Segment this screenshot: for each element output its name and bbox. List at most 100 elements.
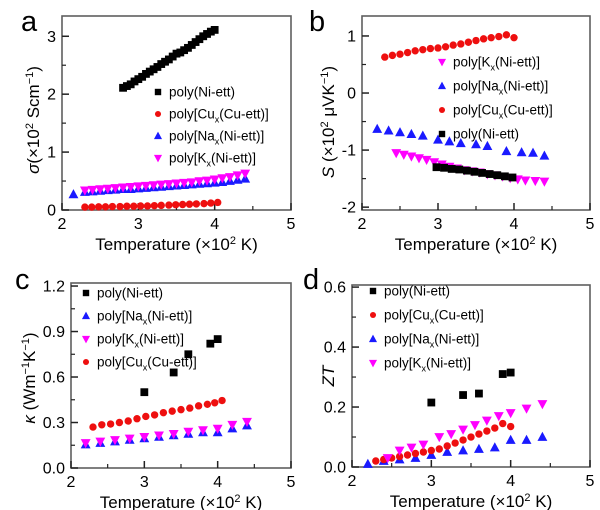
triangle-down-marker bbox=[437, 58, 447, 67]
circle-marker bbox=[395, 452, 404, 461]
panel-d-series-poly-ni-ett bbox=[427, 368, 515, 407]
triangle-down-marker bbox=[505, 409, 516, 419]
y-tick-label: 0.4 bbox=[324, 340, 346, 357]
legend-item-poly-ni-ett: poly(Ni-ett) bbox=[154, 85, 235, 100]
triangle-up-marker bbox=[395, 127, 405, 137]
circle-marker bbox=[459, 436, 467, 444]
panel-d-series-poly-cux-cu-ett bbox=[372, 419, 515, 465]
triangle-up-marker bbox=[406, 128, 417, 138]
x-tick-label: 4 bbox=[506, 473, 515, 490]
panel-d-series-poly-kx-ni-ett bbox=[382, 400, 548, 464]
circle-marker bbox=[89, 423, 97, 431]
triangle-down-marker bbox=[154, 431, 164, 441]
panel-c-series-poly-cux-cu-ett bbox=[89, 396, 226, 431]
triangle-up-marker bbox=[417, 130, 428, 140]
panel-b-series-poly-ni-ett bbox=[432, 163, 517, 182]
legend-item-poly-kx-ni-ett: poly[Kx(Ni-ett)] bbox=[437, 55, 540, 73]
legend-label: poly[Nax(Ni-ett)] bbox=[169, 129, 264, 147]
triangle-up-marker bbox=[368, 334, 378, 343]
circle-marker bbox=[106, 420, 115, 428]
circle-marker bbox=[200, 199, 208, 208]
triangle-up-marker bbox=[68, 189, 79, 199]
legend-label: poly(Ni-ett) bbox=[453, 127, 519, 142]
circle-marker bbox=[475, 430, 483, 438]
triangle-down-marker bbox=[168, 430, 179, 440]
circle-marker bbox=[467, 433, 475, 441]
triangle-down-marker bbox=[202, 176, 212, 186]
y-tick-label: -2 bbox=[342, 200, 356, 217]
triangle-down-marker bbox=[368, 359, 378, 368]
y-tick-label: 1.2 bbox=[43, 279, 65, 296]
triangle-up-marker bbox=[537, 431, 548, 441]
triangle-down-marker bbox=[391, 149, 402, 159]
triangle-up-marker bbox=[153, 131, 163, 140]
legend-label: poly[Kx(Ni-ett)] bbox=[453, 55, 540, 73]
circle-marker bbox=[211, 399, 219, 407]
panel-c-series-poly-nax-ni-ett bbox=[80, 420, 252, 449]
panel-d-x-axis: 2 3 4 5 Temperature (×102 K) bbox=[348, 460, 595, 510]
triangle-down-marker bbox=[124, 434, 135, 444]
panel-c-x-axis: 2 3 4 5 Temperature (×102 K) bbox=[67, 461, 296, 510]
triangle-down-marker bbox=[493, 412, 504, 422]
legend-item-poly-kx-ni-ett: poly[Kx(Ni-ett)] bbox=[368, 356, 471, 374]
x-tick-label: 2 bbox=[348, 473, 357, 490]
circle-marker bbox=[98, 421, 106, 429]
triangle-down-marker bbox=[382, 454, 393, 464]
triangle-down-marker bbox=[394, 446, 405, 456]
square-marker bbox=[213, 335, 222, 344]
circle-marker bbox=[403, 451, 412, 459]
panel-b-legend: poly[Kx(Ni-ett)] poly[Nax(Ni-ett)] poly[Cu… bbox=[437, 55, 553, 142]
legend-item-poly-nax-ni-ett: poly[Nax(Ni-ett)] bbox=[437, 79, 548, 97]
triangle-up-marker bbox=[442, 446, 453, 456]
triangle-down-marker bbox=[398, 150, 409, 160]
square-marker bbox=[447, 165, 456, 173]
circle-marker bbox=[81, 203, 89, 211]
legend-label: poly[Nax(Ni-ett)] bbox=[453, 79, 548, 97]
triangle-up-marker bbox=[433, 134, 443, 144]
triangle-down-marker bbox=[95, 437, 106, 447]
legend-item-poly-cux-cu-ett: poly[Cux(Cu-ett)] bbox=[154, 107, 269, 125]
triangle-up-marker bbox=[455, 137, 466, 148]
legend-item-poly-ni-ett: poly(Ni-ett) bbox=[82, 286, 163, 301]
legend-item-poly-nax-ni-ett: poly[Nax(Ni-ett)] bbox=[153, 129, 264, 147]
circle-marker bbox=[218, 396, 226, 405]
triangle-down-marker bbox=[232, 171, 243, 181]
panel-c-y-axis-title: κ (Wm−1K−1) bbox=[20, 332, 39, 423]
triangle-up-marker bbox=[458, 445, 469, 455]
circle-marker bbox=[510, 33, 518, 42]
circle-marker bbox=[487, 33, 495, 42]
circle-marker bbox=[165, 201, 173, 209]
panel-a-y-axis: 0 1 2 3 σ(×102 Scm−1) bbox=[24, 29, 69, 220]
circle-marker bbox=[133, 415, 141, 423]
x-tick-label: 2 bbox=[58, 216, 67, 233]
triangle-down-marker bbox=[179, 178, 190, 189]
triangle-down-marker bbox=[446, 430, 457, 440]
y-tick-label: 0 bbox=[347, 86, 356, 103]
circle-marker bbox=[168, 407, 176, 415]
triangle-down-marker bbox=[118, 183, 129, 193]
circle-marker bbox=[411, 47, 419, 55]
circle-marker bbox=[435, 445, 443, 453]
circle-marker bbox=[502, 31, 511, 39]
circle-marker bbox=[427, 446, 436, 455]
triangle-down-marker bbox=[521, 404, 532, 414]
panel-c-series-poly-kx-ni-ett bbox=[80, 417, 252, 449]
legend-label: poly[Cux(Cu-ett)] bbox=[384, 308, 484, 326]
x-tick-label: 5 bbox=[586, 216, 595, 233]
y-tick-label: 0.6 bbox=[43, 370, 65, 387]
circle-marker bbox=[88, 203, 96, 211]
triangle-down-marker bbox=[240, 169, 251, 179]
legend-item-poly-cux-cu-ett: poly[Cux(Cu-ett)] bbox=[438, 103, 553, 121]
circle-marker bbox=[403, 48, 412, 57]
circle-marker bbox=[150, 411, 159, 419]
circle-marker bbox=[426, 44, 435, 53]
triangle-down-marker bbox=[217, 174, 228, 184]
triangle-up-marker bbox=[471, 139, 481, 149]
circle-marker bbox=[464, 38, 473, 46]
triangle-down-marker bbox=[520, 176, 531, 186]
legend-label: poly[Kx(Ni-ett)] bbox=[384, 356, 471, 374]
legend-item-poly-ni-ett: poly(Ni-ett) bbox=[438, 127, 519, 142]
y-tick-label: 1 bbox=[347, 28, 356, 45]
square-marker bbox=[478, 169, 486, 177]
